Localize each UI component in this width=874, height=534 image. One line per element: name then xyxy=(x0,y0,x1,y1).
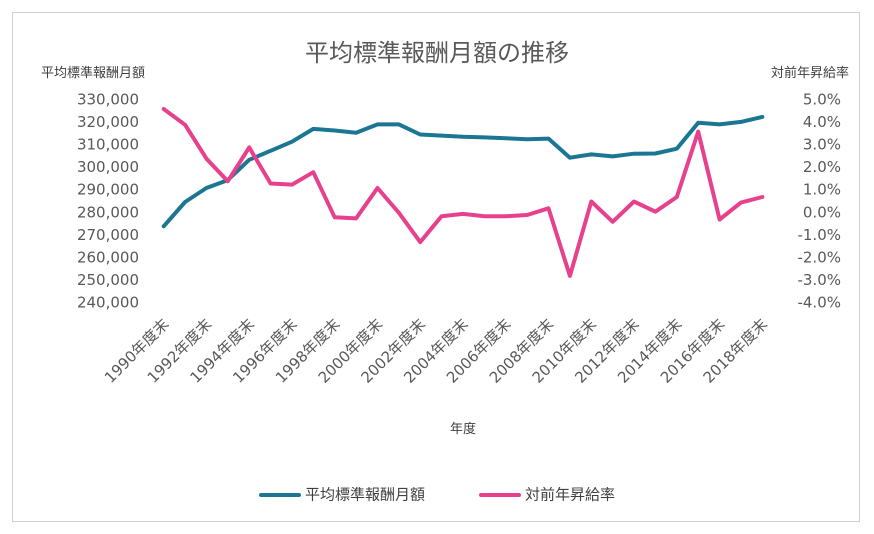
data-point xyxy=(204,157,208,161)
x-axis-title: 年度 xyxy=(450,421,476,437)
data-point xyxy=(632,200,636,203)
right-tick-label: -2.0% xyxy=(797,248,841,266)
data-point xyxy=(696,121,700,125)
data-point xyxy=(525,213,529,217)
data-point xyxy=(269,149,273,153)
data-point xyxy=(482,214,486,218)
data-point xyxy=(525,137,529,141)
left-tick-label: 250,000 xyxy=(77,271,139,289)
data-point xyxy=(354,131,358,135)
right-tick-label: 3.0% xyxy=(803,136,841,154)
data-point xyxy=(247,145,251,149)
data-point xyxy=(204,186,208,190)
data-point xyxy=(418,133,422,137)
data-point xyxy=(653,210,657,214)
left-tick-label: 290,000 xyxy=(77,181,139,199)
data-point xyxy=(589,200,593,203)
data-point xyxy=(504,136,508,140)
data-point xyxy=(333,215,337,219)
data-point xyxy=(162,224,166,228)
data-point xyxy=(461,135,465,139)
left-axis-title: 平均標準報酬月額 xyxy=(41,65,145,81)
left-tick-label: 280,000 xyxy=(77,203,139,221)
data-point xyxy=(611,154,615,158)
data-point xyxy=(482,135,486,139)
data-point xyxy=(375,122,379,126)
data-point xyxy=(568,274,572,278)
data-point xyxy=(718,122,722,126)
left-axis-ticks: 330,000 320,000 310,000 300,000 290,000 280,0… xyxy=(77,91,139,312)
right-tick-label: -1.0% xyxy=(797,226,841,244)
data-point xyxy=(739,120,743,124)
legend-label: 平均標準報酬月額 xyxy=(305,486,425,504)
data-point xyxy=(226,179,230,183)
data-point xyxy=(311,127,315,131)
left-tick-label: 330,000 xyxy=(77,91,139,109)
data-point xyxy=(547,137,551,141)
left-tick-label: 320,000 xyxy=(77,113,139,131)
x-axis-ticks: 1990年度末1992年度末1994年度末1996年度末1998年度末2000年… xyxy=(101,315,771,387)
left-tick-label: 240,000 xyxy=(77,294,139,312)
data-point xyxy=(739,201,743,205)
right-tick-label: 0.0% xyxy=(803,203,841,221)
chart-title: 平均標準報酬月額の推移 xyxy=(305,39,569,67)
data-point xyxy=(461,212,465,216)
left-tick-label: 270,000 xyxy=(77,226,139,244)
data-point xyxy=(290,140,294,144)
right-axis-ticks: 5.0% 4.0% 3.0% 2.0% 1.0% 0.0% -1.0% -2.0% -3.0% -… xyxy=(797,91,841,312)
data-point xyxy=(397,122,401,126)
data-point xyxy=(760,115,764,119)
data-point xyxy=(632,152,636,156)
right-tick-label: -3.0% xyxy=(797,271,841,289)
right-tick-label: -4.0% xyxy=(797,294,841,312)
data-point xyxy=(183,123,187,127)
data-point xyxy=(504,214,508,218)
data-point xyxy=(760,195,764,199)
data-point xyxy=(375,186,379,190)
right-tick-label: 1.0% xyxy=(803,181,841,199)
data-point xyxy=(675,195,679,199)
data-point xyxy=(354,216,358,220)
data-point xyxy=(611,220,615,224)
right-tick-label: 2.0% xyxy=(803,158,841,176)
data-point xyxy=(311,170,315,174)
data-point xyxy=(653,151,657,155)
data-point xyxy=(397,211,401,215)
data-point xyxy=(718,218,722,222)
data-point xyxy=(418,240,422,244)
data-point xyxy=(162,107,166,111)
data-point xyxy=(440,134,444,138)
series-line xyxy=(161,114,765,229)
data-point xyxy=(589,152,593,156)
right-tick-label: 4.0% xyxy=(803,113,841,131)
data-point xyxy=(675,147,679,151)
data-point xyxy=(568,156,572,160)
left-tick-label: 260,000 xyxy=(77,248,139,266)
line-chart: 平均標準報酬月額の推移 平均標準報酬月額 対前年昇給率 年度 330,000 32… xyxy=(41,39,849,504)
data-point xyxy=(183,200,187,204)
data-point xyxy=(247,158,251,162)
series-lines xyxy=(161,107,765,278)
chart-frame: 平均標準報酬月額の推移 平均標準報酬月額 対前年昇給率 年度 330,000 32… xyxy=(12,12,860,522)
data-point xyxy=(547,206,551,210)
left-tick-label: 300,000 xyxy=(77,158,139,176)
data-point xyxy=(440,214,444,218)
right-tick-label: 5.0% xyxy=(803,91,841,109)
legend: 平均標準報酬月額 対前年昇給率 xyxy=(259,486,615,504)
series-line xyxy=(161,107,765,278)
data-point xyxy=(333,128,337,132)
data-point xyxy=(269,181,273,185)
data-point xyxy=(290,183,294,187)
left-tick-label: 310,000 xyxy=(77,136,139,154)
data-point xyxy=(696,130,700,134)
right-axis-title: 対前年昇給率 xyxy=(771,65,849,81)
legend-label: 対前年昇給率 xyxy=(525,486,615,504)
